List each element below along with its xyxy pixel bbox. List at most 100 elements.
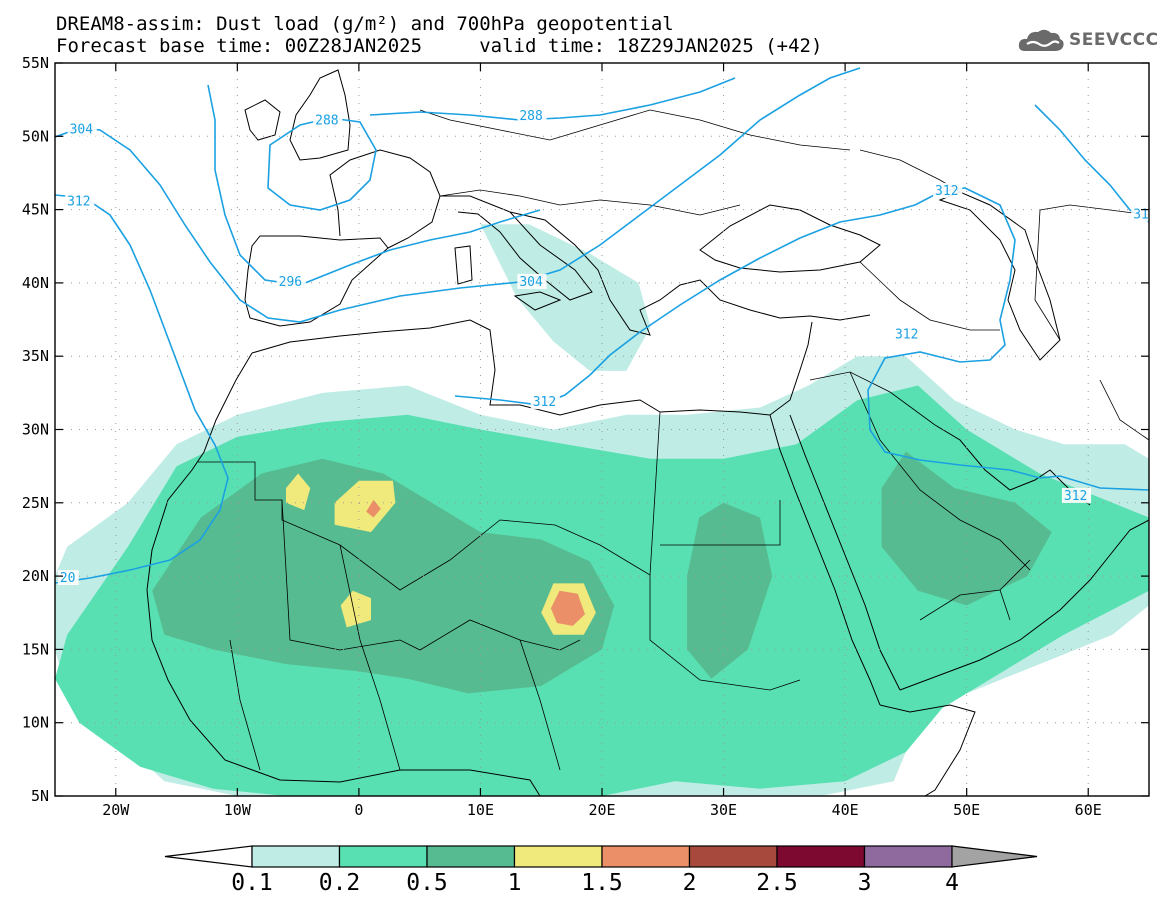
cloud-icon [1018,29,1064,51]
contour-label-bg [933,183,963,199]
lon-tick-label: 20W [102,801,130,819]
contour-label-bg [892,326,923,342]
coast-levant [769,321,813,416]
contour-label: 304 [70,122,94,137]
contour-304-west [55,67,861,323]
lon-tick-label: 40E [832,801,859,819]
contour-labels: 304 312 288 288 296 304 312 312 312 312 20 31 [57,108,1152,586]
country-borders [198,109,1149,771]
contour-288-low [267,117,377,211]
contour-label: 312 [533,395,556,410]
coast-red-sea-west [769,414,881,706]
contour-label-bg [530,394,560,410]
dust-region-1_5-10 [550,590,585,626]
colorbar-segment [513,845,603,868]
dust-region-1-6 [334,480,396,533]
contour-288-north [369,77,736,121]
coast-horn [879,704,976,796]
contour-label-bg [65,193,95,209]
contour-312-west [55,194,229,584]
contour-label: 31 [1133,207,1149,222]
lon-tick-label: 20E [588,801,615,819]
coast-caspian [938,191,1061,361]
contour-label-bg [313,112,343,128]
dust-region-1-7 [286,473,311,511]
coast-north-africa [251,319,771,416]
contour-label: 312 [1064,489,1087,504]
contour-label: 288 [315,114,338,129]
coast-sardinia [454,245,473,285]
contour-label: 312 [935,184,958,199]
coast-red-sea-east [789,414,901,691]
coast-france [329,149,441,249]
colorbar-segment [426,845,516,868]
coast-sicily [513,291,562,311]
colorbar-segment [251,845,341,868]
lat-tick-label: 35N [22,347,49,365]
colorbar-segment [688,845,778,868]
colorbar-segment [601,845,691,868]
contour-label-bg [517,273,547,289]
colorbar-legend: 0.1 0.2 0.5 1 1.5 2 2.5 3 4 [164,845,1038,896]
contour-label-bg [67,121,97,137]
colorbar-label: 1.5 [581,870,623,896]
contour-312-northeast [1034,104,1149,223]
coast-britain [289,69,351,161]
colorbar-label: 2.5 [756,870,798,896]
colorbar-low-arrow [164,845,253,868]
lon-tick-label: 60E [1075,801,1102,819]
coast-balkans [509,211,871,336]
lat-tick-label: 10N [22,714,49,732]
contour-label: 296 [279,275,302,290]
contour-label-bg [1131,206,1152,222]
colorbar-segment [776,845,866,868]
colorbar-label: 0.5 [406,870,448,896]
colorbar-label: 0.2 [319,870,361,896]
seevccc-logo: SEEVCCC [1017,26,1159,54]
colorbar-label: 3 [858,870,872,896]
contour-label-bg [276,273,306,289]
lat-tick-label: 40N [22,274,49,292]
contour-312-east [454,187,1149,491]
map-title-line2: Forecast base time: 00Z28JAN2025 valid t… [56,35,823,57]
dust-region-0_5-4 [881,451,1052,606]
colorbar-segment [863,845,953,868]
lat-tick-label: 50N [22,127,49,145]
latitude-ticks: 55N 50N 45N 40N 35N 30N 25N 20N 15N 10N 5N [22,54,1149,805]
lon-tick-label: 10W [224,801,252,819]
colorbar-label: 0.1 [231,870,273,896]
lat-tick-label: 25N [22,494,49,512]
dust-region-1_5-11 [366,499,381,518]
lat-tick-label: 5N [31,787,49,805]
lon-tick-label: 0 [354,801,363,819]
contour-label: 20 [60,571,76,586]
lat-tick-label: 20N [22,567,49,585]
dust-region-0_1-1 [480,224,651,371]
colorbar-label: 2 [683,870,697,896]
colorbar-label: 4 [945,870,959,896]
lat-tick-label: 15N [22,640,49,658]
contour-label: 312 [895,328,918,343]
contour-label-bg [1061,487,1092,503]
colorbar-segment [338,845,428,868]
coast-black-sea [699,204,881,273]
lon-tick-label: 10E [467,801,494,819]
lat-tick-label: 55N [22,54,49,72]
contour-label: 288 [519,109,542,124]
coast-gulf [934,424,1091,506]
lon-tick-label: 50E [953,801,980,819]
lat-tick-label: 30N [22,421,49,439]
logo-text: SEEVCCC [1069,30,1159,50]
contour-label: 312 [67,194,90,209]
longitude-ticks: 20W 10W 0 10E 20E 30E 40E 50E 60E [102,63,1102,819]
lat-tick-label: 45N [22,201,49,219]
dust-region-0_5-5 [687,502,773,679]
coast-nw-africa [146,352,541,796]
coast-arabia [899,519,1149,691]
dust-region-1-8 [340,590,371,628]
contour-label-bg [57,570,79,586]
contour-label-bg [517,108,547,124]
colorbar-label: 1 [508,870,522,896]
colorbar-high-arrow [951,845,1038,868]
